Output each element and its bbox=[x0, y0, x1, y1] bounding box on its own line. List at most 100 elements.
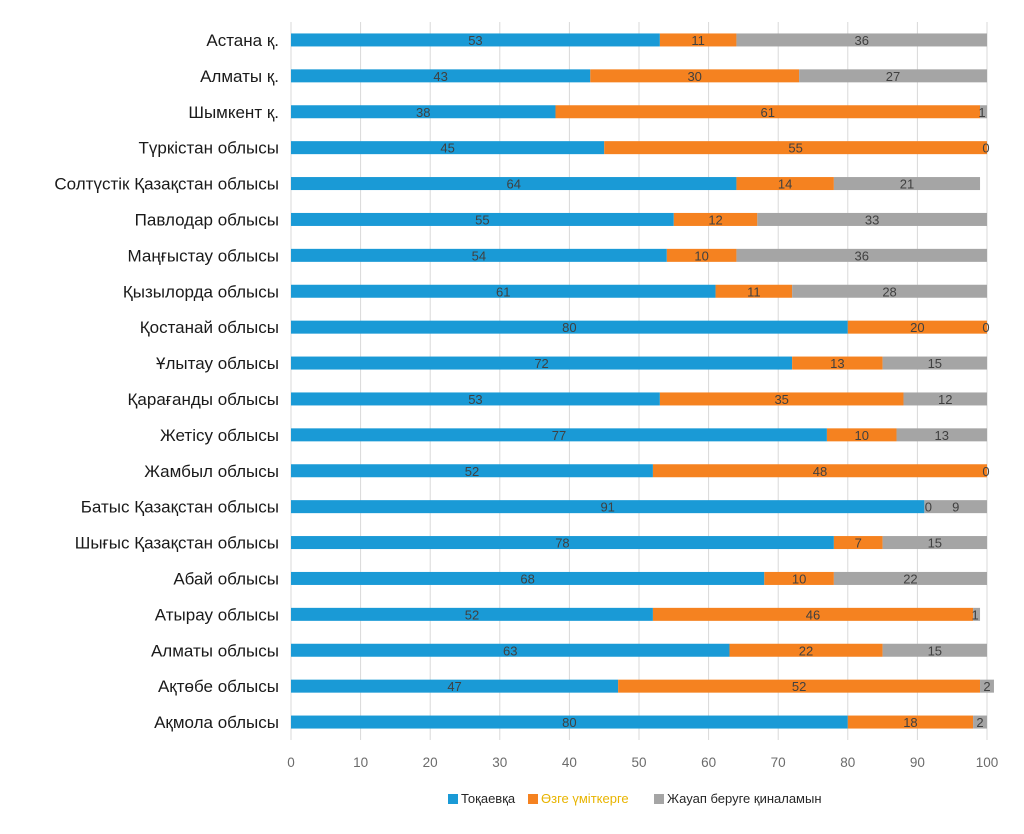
category-label: Ақтөбе облысы bbox=[158, 677, 279, 696]
data-label: 20 bbox=[910, 320, 924, 335]
data-label: 33 bbox=[865, 212, 879, 227]
bar-segment bbox=[882, 536, 987, 550]
bar-segment bbox=[291, 392, 660, 406]
bar-segment bbox=[659, 392, 904, 406]
legend-label: Өзге үміткерге bbox=[541, 791, 629, 806]
category-label: Астана қ. bbox=[206, 31, 279, 50]
data-label: 22 bbox=[799, 643, 813, 658]
data-label: 55 bbox=[475, 212, 489, 227]
bar-segment bbox=[652, 464, 987, 478]
data-label: 80 bbox=[562, 715, 576, 730]
data-label: 38 bbox=[416, 105, 430, 120]
bar-segment bbox=[291, 536, 834, 550]
bar-segment bbox=[291, 607, 653, 621]
legend-label: Тоқаевқа bbox=[461, 791, 516, 806]
bar-segment bbox=[833, 177, 981, 191]
data-label: 52 bbox=[792, 679, 806, 694]
data-label: 0 bbox=[982, 141, 989, 156]
data-label: 15 bbox=[928, 643, 942, 658]
bar-segment bbox=[736, 248, 987, 262]
bar-segment bbox=[924, 500, 987, 514]
data-label: 53 bbox=[468, 33, 482, 48]
bar-segment bbox=[666, 248, 737, 262]
bar-segment bbox=[291, 356, 793, 370]
data-label: 27 bbox=[886, 69, 900, 84]
category-label: Солтүстік Қазақстан облысы bbox=[54, 175, 279, 194]
bar-segment bbox=[736, 33, 987, 47]
bar-segment bbox=[291, 679, 619, 693]
legend-swatch bbox=[528, 794, 538, 804]
bar-segment bbox=[896, 428, 987, 442]
bar-segment bbox=[291, 248, 667, 262]
bar-segment bbox=[659, 33, 737, 47]
data-label: 0 bbox=[925, 500, 932, 515]
category-label: Түркістан облысы bbox=[139, 139, 280, 158]
category-label: Шығыс Қазақстан облысы bbox=[75, 534, 279, 553]
bar-segment bbox=[604, 141, 987, 155]
data-label: 15 bbox=[928, 356, 942, 371]
x-tick-label: 70 bbox=[771, 755, 786, 770]
gridlines bbox=[290, 22, 988, 740]
bar-segment bbox=[729, 643, 883, 657]
data-label: 48 bbox=[813, 464, 827, 479]
data-label: 61 bbox=[496, 284, 510, 299]
data-label: 15 bbox=[928, 536, 942, 551]
data-label: 53 bbox=[468, 392, 482, 407]
bar-segment bbox=[903, 392, 987, 406]
data-label: 10 bbox=[854, 428, 868, 443]
bar-segment bbox=[973, 715, 987, 729]
data-label: 52 bbox=[465, 464, 479, 479]
x-tick-label: 50 bbox=[631, 755, 646, 770]
bar-segment bbox=[291, 464, 653, 478]
data-label: 68 bbox=[520, 571, 534, 586]
legend-swatch bbox=[654, 794, 664, 804]
data-label: 12 bbox=[708, 212, 722, 227]
bar-segment bbox=[618, 679, 981, 693]
data-label: 0 bbox=[982, 464, 989, 479]
data-label: 36 bbox=[854, 248, 868, 263]
bar-segment bbox=[833, 571, 987, 585]
bar-segment bbox=[847, 715, 974, 729]
bar-segment bbox=[291, 141, 605, 155]
data-label: 1 bbox=[971, 607, 978, 622]
data-label: 63 bbox=[503, 643, 517, 658]
x-tick-label: 20 bbox=[423, 755, 438, 770]
data-label: 11 bbox=[691, 33, 705, 48]
category-label: Ақмола облысы bbox=[154, 713, 279, 732]
data-label: 80 bbox=[562, 320, 576, 335]
bar-segment bbox=[291, 320, 848, 334]
bar-segment bbox=[291, 428, 827, 442]
data-label: 21 bbox=[900, 177, 914, 192]
bar-segment bbox=[291, 33, 660, 47]
data-label: 10 bbox=[792, 571, 806, 586]
category-label: Алматы қ. bbox=[200, 67, 279, 86]
x-tick-label: 60 bbox=[701, 755, 716, 770]
bar-segment bbox=[757, 212, 987, 226]
x-tick-label: 40 bbox=[562, 755, 577, 770]
bar-segment bbox=[291, 105, 556, 119]
data-label: 18 bbox=[903, 715, 917, 730]
bar-segment bbox=[847, 320, 987, 334]
data-label: 13 bbox=[935, 428, 949, 443]
x-tick-label: 30 bbox=[492, 755, 507, 770]
bar-segment bbox=[590, 69, 800, 83]
data-label: 9 bbox=[952, 500, 959, 515]
bar-segment bbox=[291, 177, 737, 191]
data-label: 1 bbox=[978, 105, 985, 120]
category-label: Қызылорда облысы bbox=[123, 282, 279, 301]
data-label: 64 bbox=[506, 177, 520, 192]
bar-segment bbox=[291, 500, 925, 514]
category-label: Батыс Қазақстан облысы bbox=[81, 498, 279, 517]
legend-label: Жауап беруге қиналамын bbox=[667, 791, 822, 806]
bars bbox=[291, 33, 994, 729]
bar-segment bbox=[833, 536, 883, 550]
legend: Тоқаевқа Өзге үміткерге Жауап беруге қинал… bbox=[448, 791, 822, 806]
data-label: 46 bbox=[806, 607, 820, 622]
data-label: 47 bbox=[447, 679, 461, 694]
bar-segment bbox=[980, 679, 994, 693]
bar-segment bbox=[973, 607, 981, 621]
x-tick-label: 0 bbox=[287, 755, 295, 770]
bar-segment bbox=[980, 105, 987, 119]
